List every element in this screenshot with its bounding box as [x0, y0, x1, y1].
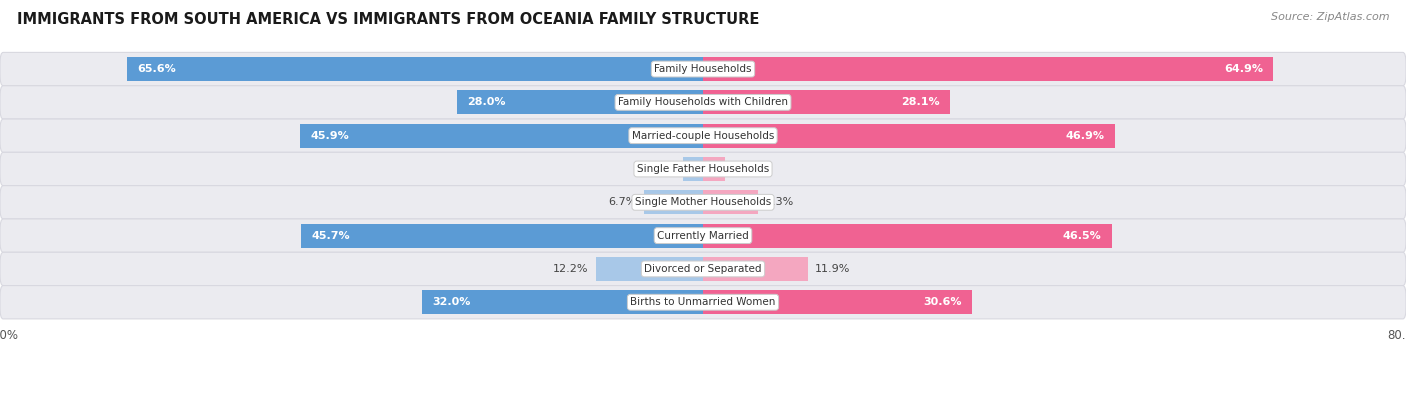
Text: 46.9%: 46.9%: [1066, 131, 1105, 141]
Text: Family Households: Family Households: [654, 64, 752, 74]
Bar: [457, 90, 703, 115]
Text: Currently Married: Currently Married: [657, 231, 749, 241]
Text: Single Mother Households: Single Mother Households: [636, 198, 770, 207]
Bar: [127, 57, 703, 81]
FancyBboxPatch shape: [0, 53, 1406, 86]
Bar: [299, 124, 703, 148]
Text: 2.3%: 2.3%: [647, 164, 676, 174]
Text: 30.6%: 30.6%: [922, 297, 962, 307]
Text: Source: ZipAtlas.com: Source: ZipAtlas.com: [1271, 12, 1389, 22]
Text: IMMIGRANTS FROM SOUTH AMERICA VS IMMIGRANTS FROM OCEANIA FAMILY STRUCTURE: IMMIGRANTS FROM SOUTH AMERICA VS IMMIGRA…: [17, 12, 759, 27]
Bar: [703, 224, 1112, 248]
FancyBboxPatch shape: [0, 86, 1406, 119]
Text: 2.5%: 2.5%: [733, 164, 761, 174]
Text: Family Households with Children: Family Households with Children: [619, 97, 787, 107]
Bar: [422, 290, 703, 314]
FancyBboxPatch shape: [0, 219, 1406, 252]
Text: 45.9%: 45.9%: [311, 131, 349, 141]
Bar: [703, 290, 972, 314]
Text: 6.7%: 6.7%: [609, 198, 637, 207]
Text: 45.7%: 45.7%: [312, 231, 350, 241]
Text: 12.2%: 12.2%: [554, 264, 589, 274]
Text: 6.3%: 6.3%: [765, 198, 793, 207]
Bar: [301, 224, 703, 248]
Bar: [703, 190, 758, 214]
Text: 11.9%: 11.9%: [814, 264, 851, 274]
FancyBboxPatch shape: [0, 252, 1406, 286]
Bar: [703, 90, 950, 115]
Text: Married-couple Households: Married-couple Households: [631, 131, 775, 141]
Text: 46.5%: 46.5%: [1063, 231, 1101, 241]
Text: Births to Unmarried Women: Births to Unmarried Women: [630, 297, 776, 307]
FancyBboxPatch shape: [0, 119, 1406, 152]
FancyBboxPatch shape: [0, 286, 1406, 319]
Text: 28.0%: 28.0%: [467, 97, 506, 107]
Bar: [703, 257, 807, 281]
Text: Divorced or Separated: Divorced or Separated: [644, 264, 762, 274]
Text: 65.6%: 65.6%: [138, 64, 176, 74]
Text: 32.0%: 32.0%: [433, 297, 471, 307]
Bar: [703, 57, 1274, 81]
Bar: [683, 157, 703, 181]
Bar: [644, 190, 703, 214]
FancyBboxPatch shape: [0, 186, 1406, 219]
Text: 64.9%: 64.9%: [1223, 64, 1263, 74]
Bar: [703, 157, 725, 181]
FancyBboxPatch shape: [0, 152, 1406, 186]
Bar: [703, 124, 1115, 148]
Bar: [596, 257, 703, 281]
Text: 28.1%: 28.1%: [901, 97, 939, 107]
Text: Single Father Households: Single Father Households: [637, 164, 769, 174]
